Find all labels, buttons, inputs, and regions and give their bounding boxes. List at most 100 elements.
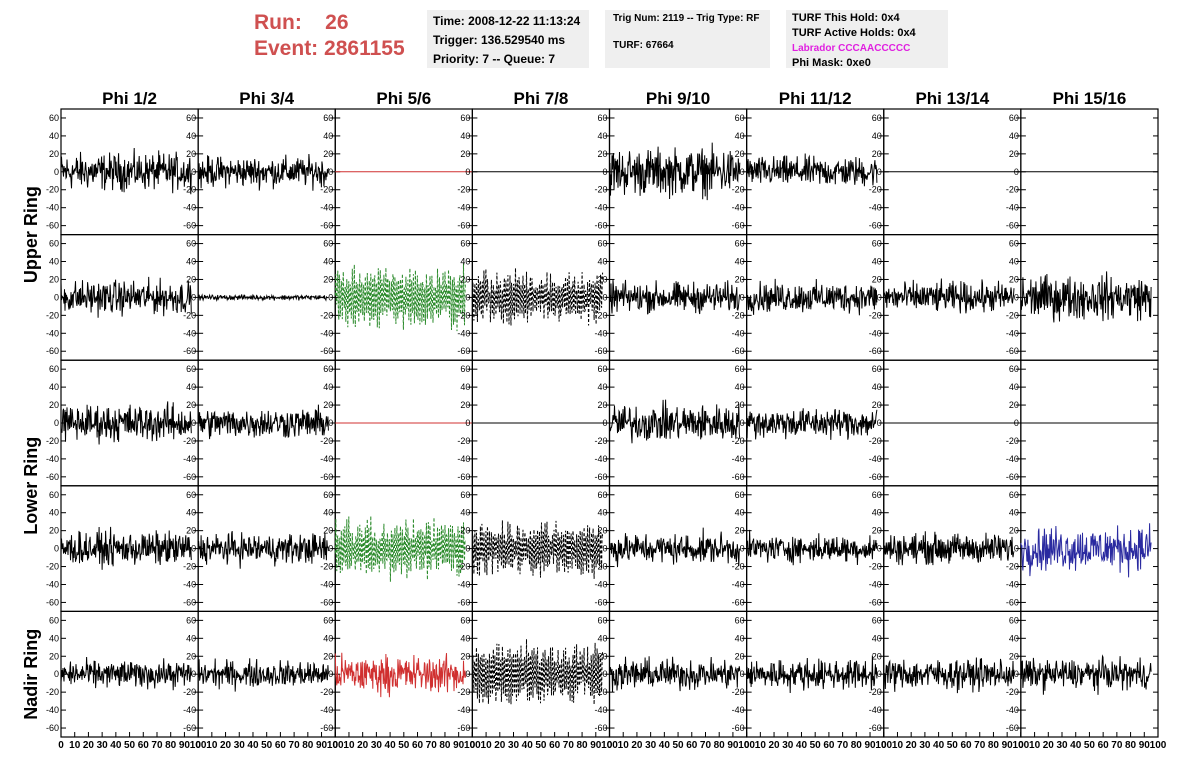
y-tick-label: 60: [186, 490, 196, 500]
waveform-trace: [883, 278, 1015, 314]
y-tick-label: -60: [183, 221, 196, 231]
y-tick-label: 40: [323, 257, 333, 267]
y-tick-label: 60: [49, 239, 59, 249]
y-tick-label: -60: [1006, 221, 1019, 231]
y-tick-label: 20: [186, 400, 196, 410]
y-tick-label: 0: [1014, 544, 1019, 554]
y-tick-label: -60: [457, 472, 470, 482]
y-tick-label: 0: [877, 669, 882, 679]
x-tick-label: 90: [727, 740, 739, 751]
x-tick-label: 60: [412, 740, 424, 751]
y-tick-label: 60: [735, 490, 745, 500]
phi-mask-text: Phi Mask: 0xe0: [792, 57, 871, 69]
y-tick-label: 40: [735, 508, 745, 518]
y-tick-label: 60: [49, 113, 59, 123]
y-tick-label: 40: [49, 131, 59, 141]
y-tick-label: 40: [186, 633, 196, 643]
y-tick-label: 60: [872, 239, 882, 249]
y-tick-label: 60: [872, 615, 882, 625]
x-tick-label: 70: [563, 740, 575, 751]
y-tick-label: 60: [597, 364, 607, 374]
y-tick-label: -20: [594, 185, 607, 195]
y-tick-label: -40: [320, 454, 333, 464]
y-tick-label: 40: [460, 508, 470, 518]
y-tick-label: -20: [869, 562, 882, 572]
y-tick-label: 40: [186, 257, 196, 267]
y-tick-label: -20: [46, 185, 59, 195]
y-tick-label: 40: [460, 131, 470, 141]
waveform-trace: [883, 657, 1015, 694]
y-tick-label: -20: [183, 310, 196, 320]
y-tick-label: 40: [597, 633, 607, 643]
y-tick-label: -60: [869, 346, 882, 356]
x-tick-label: 80: [577, 740, 589, 751]
y-tick-label: -20: [594, 562, 607, 572]
y-tick-label: 20: [872, 526, 882, 536]
x-tick-label: 40: [522, 740, 534, 751]
y-tick-label: -40: [869, 203, 882, 213]
y-tick-label: 40: [597, 382, 607, 392]
y-tick-label: 60: [460, 239, 470, 249]
y-tick-label: -20: [183, 562, 196, 572]
turf-active-holds-text: TURF Active Holds: 0x4: [792, 27, 916, 39]
y-tick-label: 0: [602, 544, 607, 554]
y-tick-label: -40: [594, 328, 607, 338]
y-tick-label: -60: [46, 597, 59, 607]
y-tick-label: 40: [49, 382, 59, 392]
y-tick-label: 20: [49, 274, 59, 284]
y-tick-label: 20: [186, 651, 196, 661]
y-tick-label: -60: [320, 597, 333, 607]
x-tick-label: 10: [343, 740, 355, 751]
y-tick-label: 20: [735, 149, 745, 159]
y-tick-label: 0: [740, 292, 745, 302]
y-tick-label: -60: [320, 723, 333, 733]
y-tick-label: -40: [1006, 705, 1019, 715]
y-tick-label: 20: [49, 149, 59, 159]
y-tick-label: -20: [457, 310, 470, 320]
y-tick-label: 0: [191, 669, 196, 679]
waveform-trace: [746, 278, 878, 316]
y-tick-label: 0: [602, 669, 607, 679]
y-tick-label: -40: [320, 705, 333, 715]
y-tick-label: -40: [732, 579, 745, 589]
x-tick-label: 90: [1002, 740, 1014, 751]
column-header: Phi 1/2: [102, 89, 157, 108]
priority-text: Priority: 7 -- Queue: 7: [433, 52, 556, 66]
y-tick-label: -20: [320, 185, 333, 195]
y-tick-label: 0: [465, 669, 470, 679]
y-tick-label: 0: [465, 292, 470, 302]
y-tick-label: -40: [1006, 454, 1019, 464]
y-tick-label: -20: [1006, 310, 1019, 320]
y-tick-label: 60: [597, 239, 607, 249]
y-tick-label: 60: [872, 490, 882, 500]
y-tick-label: 40: [735, 131, 745, 141]
waveform-trace: [1020, 654, 1152, 695]
y-tick-label: 0: [191, 167, 196, 177]
x-tick-label: 40: [796, 740, 808, 751]
x-tick-label: 70: [426, 740, 438, 751]
y-tick-label: 0: [740, 669, 745, 679]
y-tick-label: 40: [1009, 382, 1019, 392]
waveform-trace: [609, 527, 741, 568]
y-tick-label: -40: [869, 579, 882, 589]
waveform-trace: [471, 520, 604, 579]
y-tick-label: -20: [46, 687, 59, 697]
column-header: Phi 5/6: [376, 89, 431, 108]
trigger-text: Trigger: 136.529540 ms: [433, 33, 566, 47]
y-tick-label: 60: [1009, 615, 1019, 625]
y-tick-label: 20: [735, 400, 745, 410]
x-tick-label: 10: [1029, 740, 1041, 751]
y-tick-label: 20: [872, 274, 882, 284]
column-header: Phi 7/8: [514, 89, 569, 108]
y-tick-label: -40: [1006, 328, 1019, 338]
waveform-trace: [609, 656, 741, 693]
y-tick-label: 20: [323, 274, 333, 284]
y-tick-label: 40: [1009, 131, 1019, 141]
y-tick-label: 40: [1009, 257, 1019, 267]
y-tick-label: 20: [735, 274, 745, 284]
trig-num-text: Trig Num: 2119 -- Trig Type: RF: [613, 13, 760, 24]
y-tick-label: 20: [597, 149, 607, 159]
y-tick-label: -60: [869, 221, 882, 231]
y-tick-label: -40: [457, 203, 470, 213]
y-tick-label: 20: [597, 274, 607, 284]
